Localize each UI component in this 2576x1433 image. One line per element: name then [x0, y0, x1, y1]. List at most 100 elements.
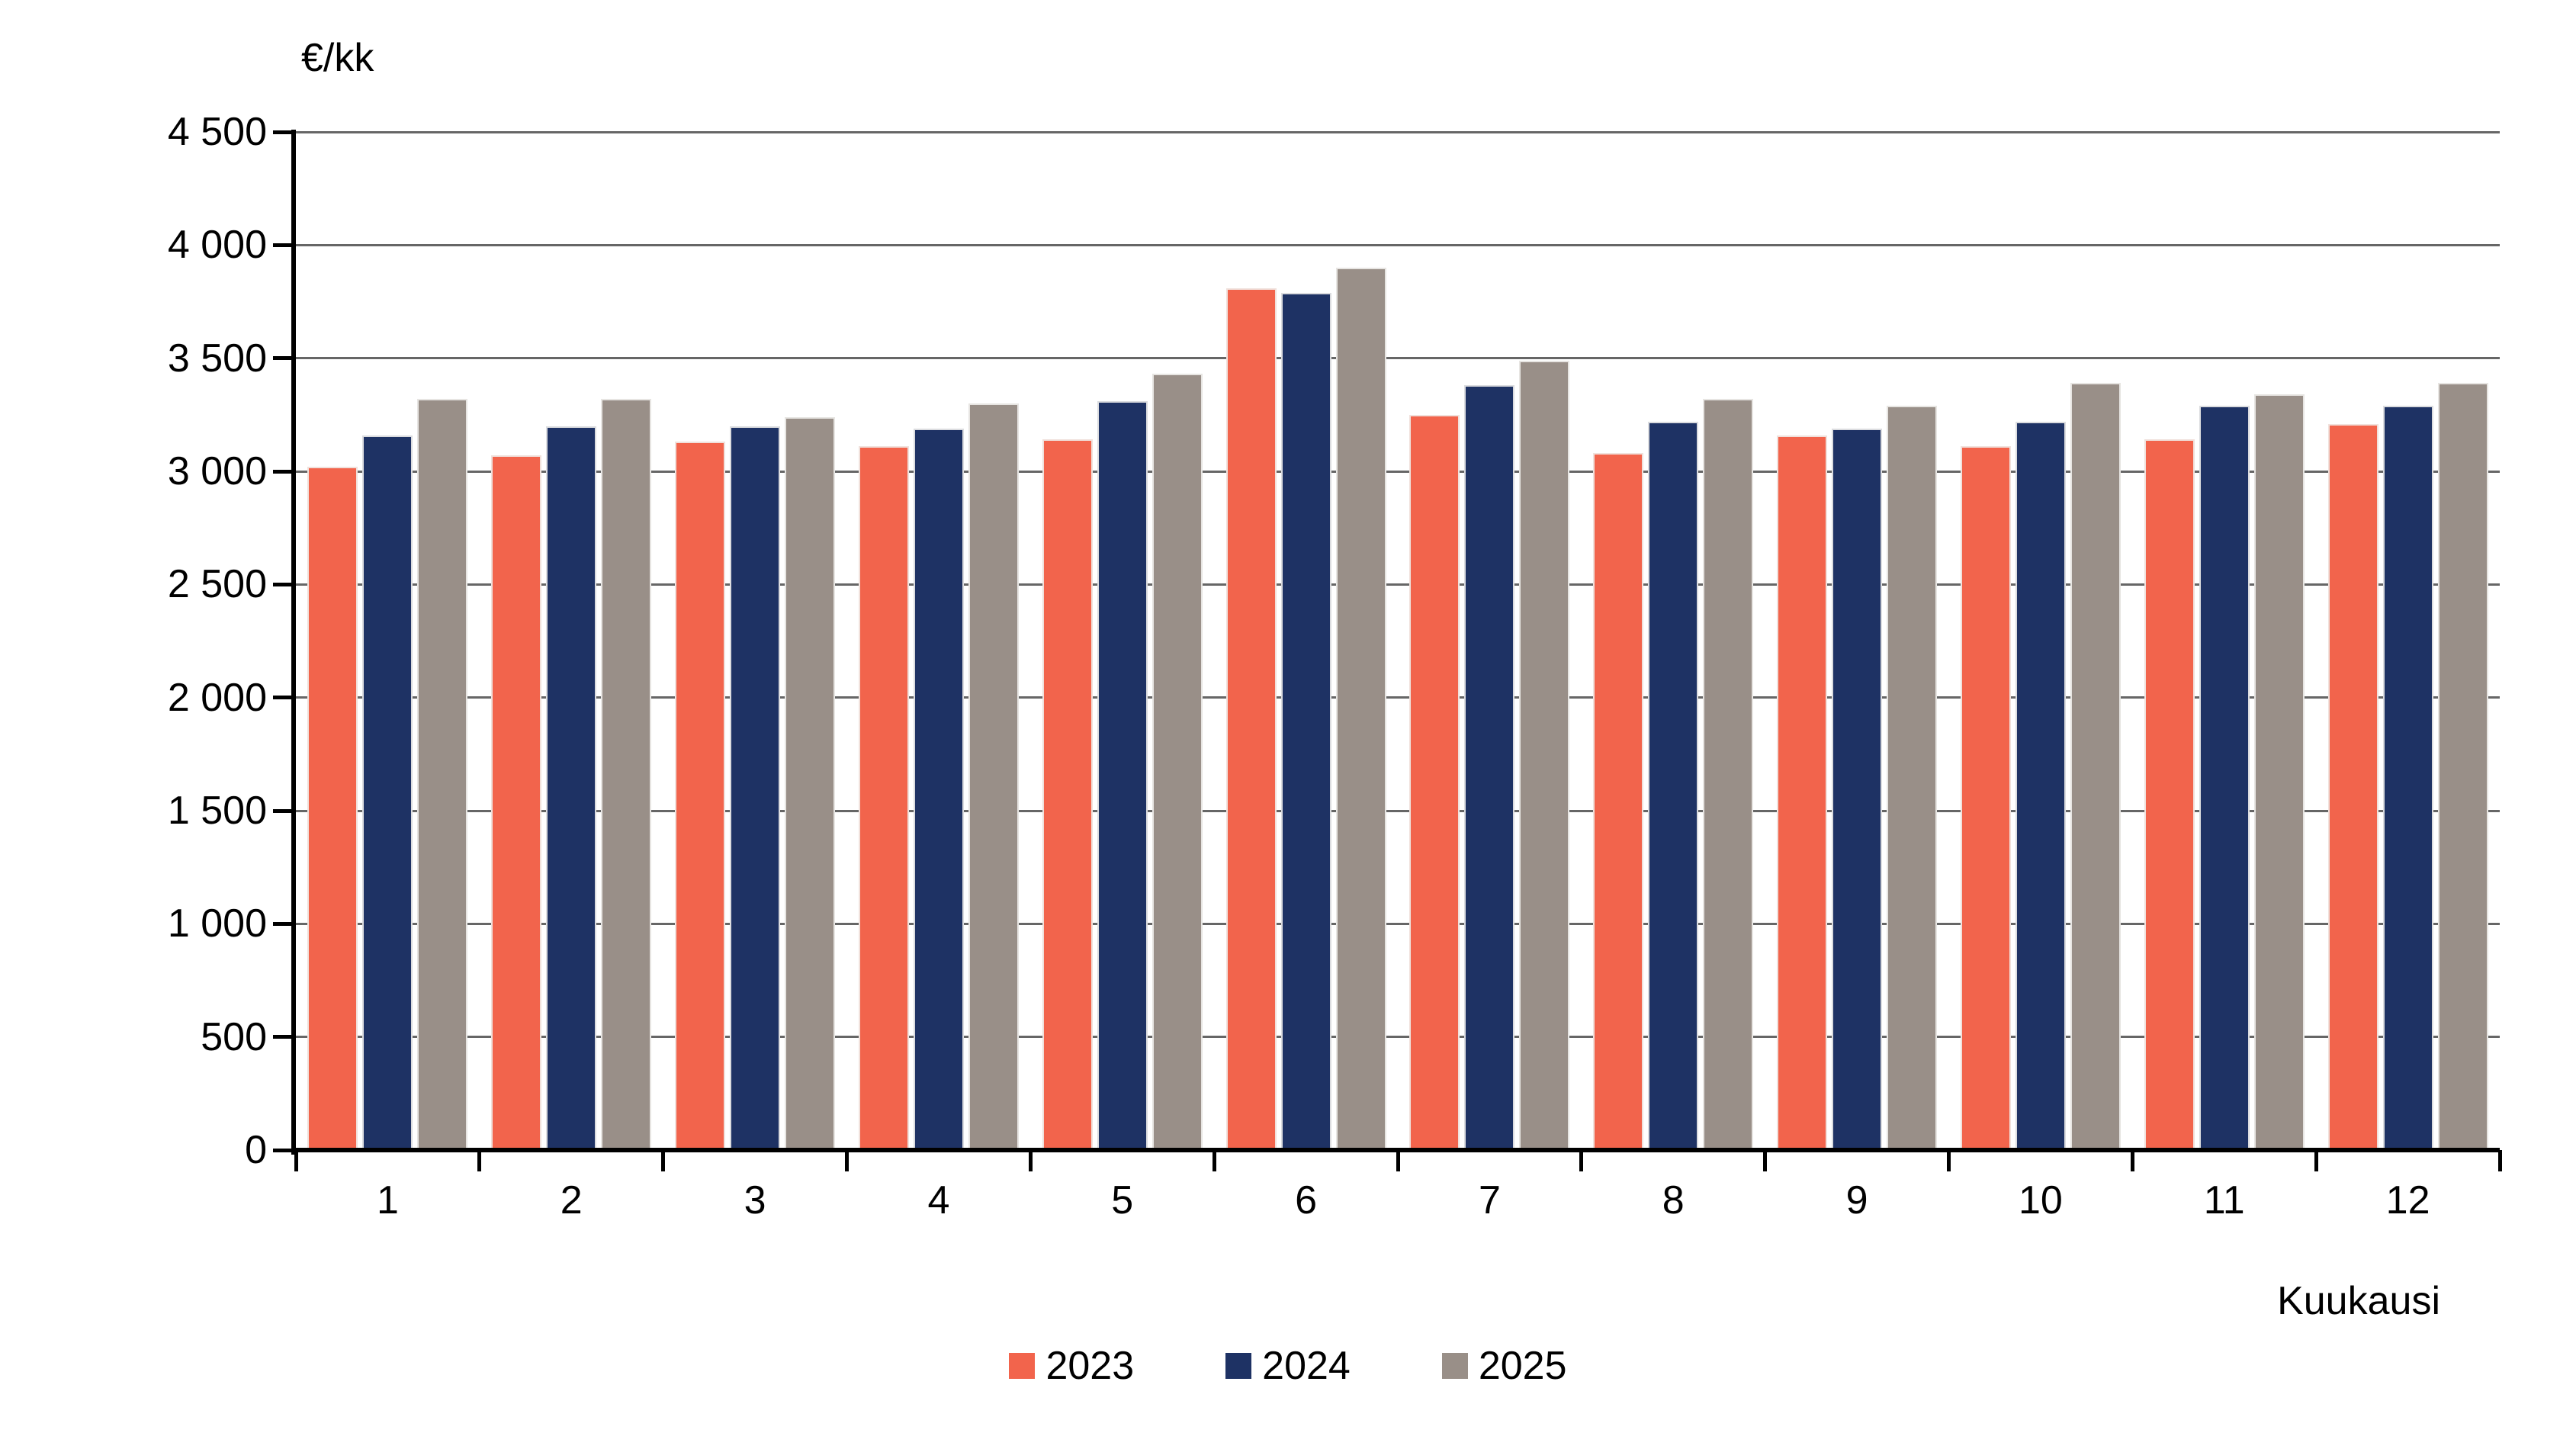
x-month-label-4: 4 — [927, 1178, 950, 1223]
legend-label-2025: 2025 — [1478, 1344, 1567, 1388]
x-axis-tick — [477, 1150, 482, 1171]
y-axis-tick-label: 500 — [201, 1014, 267, 1059]
x-axis-tick — [1579, 1150, 1584, 1171]
legend-swatch-2023 — [1009, 1353, 1036, 1379]
x-axis-tick — [1947, 1150, 1951, 1171]
x-month-label-1: 1 — [376, 1178, 399, 1223]
bar-2024-month-11 — [2199, 405, 2250, 1150]
y-axis-tick — [273, 130, 296, 134]
x-axis-tick — [1763, 1150, 1768, 1171]
bar-2025-month-1 — [417, 399, 468, 1150]
bar-2024-month-2 — [546, 426, 597, 1150]
y-axis-tick-label: 3 000 — [167, 449, 267, 493]
x-month-label-9: 9 — [1845, 1178, 1868, 1223]
y-axis-tick-label: 1 000 — [167, 901, 267, 946]
legend-swatch-2024 — [1225, 1353, 1252, 1379]
bar-2024-month-9 — [1832, 428, 1883, 1150]
y-axis-tick-label: 2 000 — [167, 675, 267, 720]
y-axis-tick-label: 1 500 — [167, 789, 267, 833]
bar-2025-month-8 — [1703, 399, 1754, 1150]
bar-2023-month-6 — [1225, 288, 1277, 1150]
bar-2023-month-9 — [1777, 435, 1828, 1150]
gridline-2500 — [296, 583, 2500, 586]
bar-2023-month-7 — [1409, 414, 1460, 1150]
legend-item-2024: 2024 — [1225, 1344, 1351, 1388]
bar-2024-month-12 — [2382, 405, 2433, 1150]
x-axis-tick — [1396, 1150, 1400, 1171]
x-month-label-8: 8 — [1662, 1178, 1685, 1223]
legend-label-2023: 2023 — [1045, 1344, 1135, 1388]
bar-2023-month-1 — [307, 467, 358, 1150]
y-axis-tick — [273, 356, 296, 361]
gridline-2000 — [296, 696, 2500, 699]
y-axis-tick — [273, 921, 296, 926]
x-month-label-10: 10 — [2018, 1178, 2063, 1223]
legend-item-2025: 2025 — [1441, 1344, 1567, 1388]
bar-2024-month-8 — [1648, 421, 1699, 1150]
x-month-label-7: 7 — [1478, 1178, 1501, 1223]
bar-2024-month-3 — [730, 426, 781, 1150]
y-axis-tick-label: 3 500 — [167, 336, 267, 381]
y-axis-tick — [273, 469, 296, 474]
bar-2024-month-7 — [1464, 385, 1515, 1150]
y-axis-tick — [273, 1035, 296, 1039]
y-axis-tick — [273, 1148, 296, 1152]
bar-2025-month-9 — [1887, 405, 1938, 1150]
x-axis-title: Kuukausi — [2277, 1279, 2440, 1323]
gridline-4000 — [296, 243, 2500, 246]
legend-label-2024: 2024 — [1262, 1344, 1351, 1388]
x-month-label-6: 6 — [1295, 1178, 1318, 1223]
x-axis-tick — [1212, 1150, 1216, 1171]
x-axis-tick — [294, 1150, 298, 1171]
y-axis-tick-label: 2 500 — [167, 562, 267, 607]
bar-2025-month-4 — [968, 403, 1019, 1150]
y-axis-tick — [273, 243, 296, 247]
x-axis-tick — [845, 1150, 849, 1171]
x-month-label-12: 12 — [2385, 1178, 2430, 1223]
bar-2023-month-8 — [1593, 453, 1644, 1150]
y-axis-tick-label: 4 500 — [167, 110, 267, 154]
x-month-label-2: 2 — [560, 1178, 583, 1223]
bar-2023-month-12 — [2327, 423, 2378, 1150]
bar-2024-month-4 — [913, 428, 964, 1150]
bar-2024-month-1 — [362, 435, 413, 1150]
x-axis-tick — [2314, 1150, 2318, 1171]
y-axis-tick — [273, 696, 296, 700]
bar-2025-month-11 — [2253, 394, 2305, 1150]
bar-2024-month-10 — [2015, 421, 2066, 1150]
gridline-1000 — [296, 922, 2500, 925]
y-axis-title: €/kk — [301, 36, 374, 80]
y-axis-tick-label: 0 — [245, 1128, 267, 1172]
bar-2025-month-3 — [785, 416, 836, 1150]
bar-2024-month-6 — [1280, 292, 1331, 1150]
x-axis-tick — [1028, 1150, 1033, 1171]
bar-2023-month-11 — [2144, 439, 2195, 1150]
x-month-label-3: 3 — [744, 1178, 766, 1223]
bar-2025-month-12 — [2437, 383, 2488, 1150]
y-axis-line — [291, 130, 296, 1155]
gridline-3500 — [296, 357, 2500, 360]
bar-2024-month-5 — [1097, 401, 1148, 1150]
legend-swatch-2025 — [1441, 1353, 1468, 1379]
bar-2023-month-4 — [858, 446, 909, 1150]
legend-item-2023: 2023 — [1009, 1344, 1134, 1388]
bar-2023-month-5 — [1042, 439, 1093, 1150]
bar-2023-month-2 — [491, 455, 542, 1150]
x-axis-tick — [2497, 1150, 2502, 1171]
x-axis-tick — [661, 1150, 666, 1171]
gridline-3000 — [296, 470, 2500, 473]
gridline-4500 — [296, 130, 2500, 133]
y-axis-tick — [273, 582, 296, 586]
bar-2023-month-10 — [1960, 446, 2011, 1150]
x-month-label-11: 11 — [2203, 1178, 2245, 1223]
x-axis-line — [291, 1148, 2500, 1152]
bar-2025-month-6 — [1335, 268, 1386, 1150]
bar-2025-month-10 — [2070, 383, 2121, 1150]
bar-2025-month-5 — [1151, 374, 1203, 1150]
bar-2023-month-3 — [675, 442, 726, 1150]
legend: 2023 2024 2025 — [0, 1344, 2576, 1388]
x-axis-tick — [2130, 1150, 2134, 1171]
y-axis-tick — [273, 808, 296, 813]
bar-2025-month-7 — [1519, 360, 1570, 1150]
